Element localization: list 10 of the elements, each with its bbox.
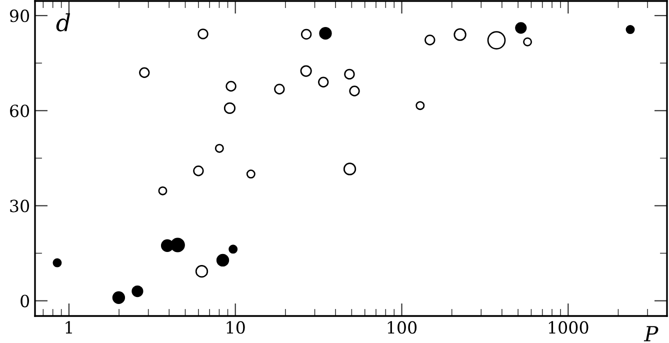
y-tick-label: 60: [10, 104, 30, 118]
y-tick-label: 30: [10, 200, 30, 212]
x-tick-label: 1: [66, 321, 72, 334]
x-tick-label: 10: [226, 321, 245, 334]
x-tick-label: 1000: [548, 321, 588, 334]
y-tick-label: 0: [20, 294, 30, 308]
y-tick-label: 90: [10, 10, 30, 22]
x-tick-label: 100: [388, 321, 417, 334]
x-axis-title: P: [644, 326, 658, 342]
y-axis-title: d: [56, 13, 70, 32]
